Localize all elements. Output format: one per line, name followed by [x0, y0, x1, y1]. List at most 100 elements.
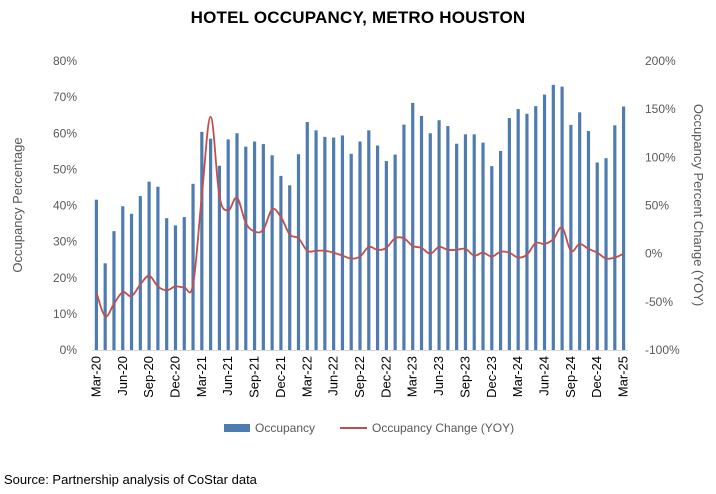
- x-tick-label: Sep-24: [563, 356, 578, 398]
- x-tick-label: Sep-21: [247, 356, 262, 398]
- x-tick-label: Dec-24: [589, 356, 604, 398]
- occupancy-bar: [244, 146, 248, 350]
- occupancy-bar: [463, 134, 468, 350]
- x-tick-label: Dec-20: [167, 356, 182, 398]
- occupancy-bar: [595, 162, 599, 350]
- yoy-change-line: [95, 115, 624, 318]
- y-tick-left: 80%: [53, 54, 77, 68]
- y-tick-left: 70%: [53, 90, 77, 104]
- x-tick-label: Jun-21: [220, 356, 235, 396]
- x-tick-label: Mar-24: [510, 356, 525, 397]
- x-tick-label: Mar-23: [405, 356, 420, 397]
- y-axis-right: -100% -50% 0% 50% 100% 150% 200%: [645, 54, 680, 357]
- x-tick-label: Sep-22: [352, 356, 367, 398]
- occupancy-bar: [613, 125, 617, 351]
- occupancy-bar: [428, 133, 432, 350]
- occupancy-bar: [472, 134, 476, 350]
- x-axis: Mar-20 Jun-20 Sep-20 Dec-20 Mar-21 Jun-21 Sep-…: [88, 350, 631, 398]
- occupancy-bar: [138, 196, 142, 350]
- legend-occupancy-swatch: [224, 424, 250, 432]
- occupancy-bar: [455, 143, 459, 350]
- occupancy-bar: [314, 130, 318, 350]
- occupancy-bar: [534, 106, 538, 350]
- y-tick-left: 20%: [53, 271, 77, 285]
- occupancy-bar: [349, 153, 353, 350]
- occupancy-bar: [279, 175, 283, 350]
- occupancy-bar: [332, 137, 336, 350]
- x-tick-label: Dec-22: [378, 356, 393, 398]
- occupancy-bar: [270, 155, 274, 350]
- occupancy-bar: [121, 206, 125, 350]
- occupancy-bar: [94, 199, 98, 350]
- occupancy-bar: [516, 109, 520, 350]
- occupancy-bar: [358, 141, 362, 350]
- occupancy-bar: [235, 133, 239, 350]
- occupancy-bar: [604, 158, 608, 350]
- x-tick-label: Jun-23: [431, 356, 446, 396]
- occupancy-bar: [209, 138, 213, 350]
- x-tick-label: Dec-21: [273, 356, 288, 398]
- occupancy-bars: [94, 84, 626, 351]
- occupancy-bar: [296, 154, 301, 350]
- occupancy-bar: [375, 145, 380, 350]
- x-tick-label: Sep-23: [457, 356, 472, 398]
- occupancy-bar: [498, 150, 503, 350]
- occupancy-bar: [393, 154, 397, 350]
- occupancy-bar: [323, 136, 327, 350]
- x-tick-label: Jun-24: [537, 356, 552, 396]
- occupancy-bar: [288, 185, 292, 350]
- occupancy-bar: [165, 218, 169, 350]
- occupancy-bar: [446, 126, 450, 351]
- occupancy-bar: [217, 165, 222, 350]
- occupancy-bar: [367, 130, 371, 350]
- x-tick-label: Jun-22: [326, 356, 341, 396]
- y-tick-right: -100%: [645, 343, 680, 357]
- chart-svg: 0% 10% 20% 30% 40% 50% 60% 70% 80% -100% -50% 0% 50…: [10, 54, 706, 435]
- occupancy-bar: [191, 183, 195, 350]
- y-tick-right: 50%: [645, 199, 669, 213]
- y-axis-right-title: Occupancy Percent Change (YOY): [691, 104, 706, 306]
- chart-title: HOTEL OCCUPANCY, METRO HOUSTON: [190, 8, 526, 27]
- y-tick-right: -50%: [645, 295, 673, 309]
- x-tick-label: Sep-20: [141, 356, 156, 398]
- occupancy-bar: [481, 142, 485, 350]
- legend: Occupancy Occupancy Change (YOY): [224, 421, 514, 435]
- occupancy-bar: [525, 113, 529, 351]
- x-tick-label: Dec-23: [484, 356, 499, 398]
- y-tick-right: 0%: [645, 247, 663, 261]
- occupancy-bar: [200, 131, 204, 350]
- occupancy-bar: [551, 84, 555, 350]
- y-tick-left: 50%: [53, 162, 77, 176]
- x-tick-label: Mar-20: [88, 356, 103, 397]
- occupancy-bar: [437, 120, 441, 351]
- y-tick-left: 0%: [60, 343, 78, 357]
- occupancy-bar: [419, 115, 424, 350]
- y-tick-left: 30%: [53, 235, 77, 249]
- x-tick-label: Mar-21: [194, 356, 209, 397]
- yoy-change-series-line: [95, 115, 624, 318]
- y-tick-right: 100%: [645, 150, 676, 164]
- occupancy-bar: [252, 141, 257, 350]
- occupancy-bar: [261, 144, 265, 350]
- occupancy-bar: [560, 86, 564, 351]
- y-tick-left: 40%: [53, 199, 77, 213]
- occupancy-bar: [490, 166, 494, 350]
- occupancy-bar: [384, 161, 388, 350]
- occupancy-bar: [578, 112, 582, 350]
- legend-yoy-label: Occupancy Change (YOY): [372, 421, 514, 435]
- x-tick-label: Mar-25: [616, 356, 631, 397]
- occupancy-bar: [542, 94, 547, 350]
- occupancy-bar: [622, 106, 626, 350]
- y-tick-left: 10%: [53, 307, 77, 321]
- occupancy-bar: [147, 181, 151, 350]
- y-tick-right: 150%: [645, 102, 676, 116]
- occupancy-bar: [586, 131, 591, 350]
- x-tick-label: Jun-20: [115, 356, 130, 396]
- occupancy-bar: [507, 118, 511, 350]
- y-axis-left: 0% 10% 20% 30% 40% 50% 60% 70% 80%: [53, 54, 77, 357]
- occupancy-bar: [411, 102, 415, 350]
- occupancy-bar: [103, 263, 107, 350]
- occupancy-bar: [340, 135, 345, 350]
- y-axis-left-title: Occupancy Percentage: [10, 137, 25, 272]
- occupancy-bar: [129, 213, 134, 350]
